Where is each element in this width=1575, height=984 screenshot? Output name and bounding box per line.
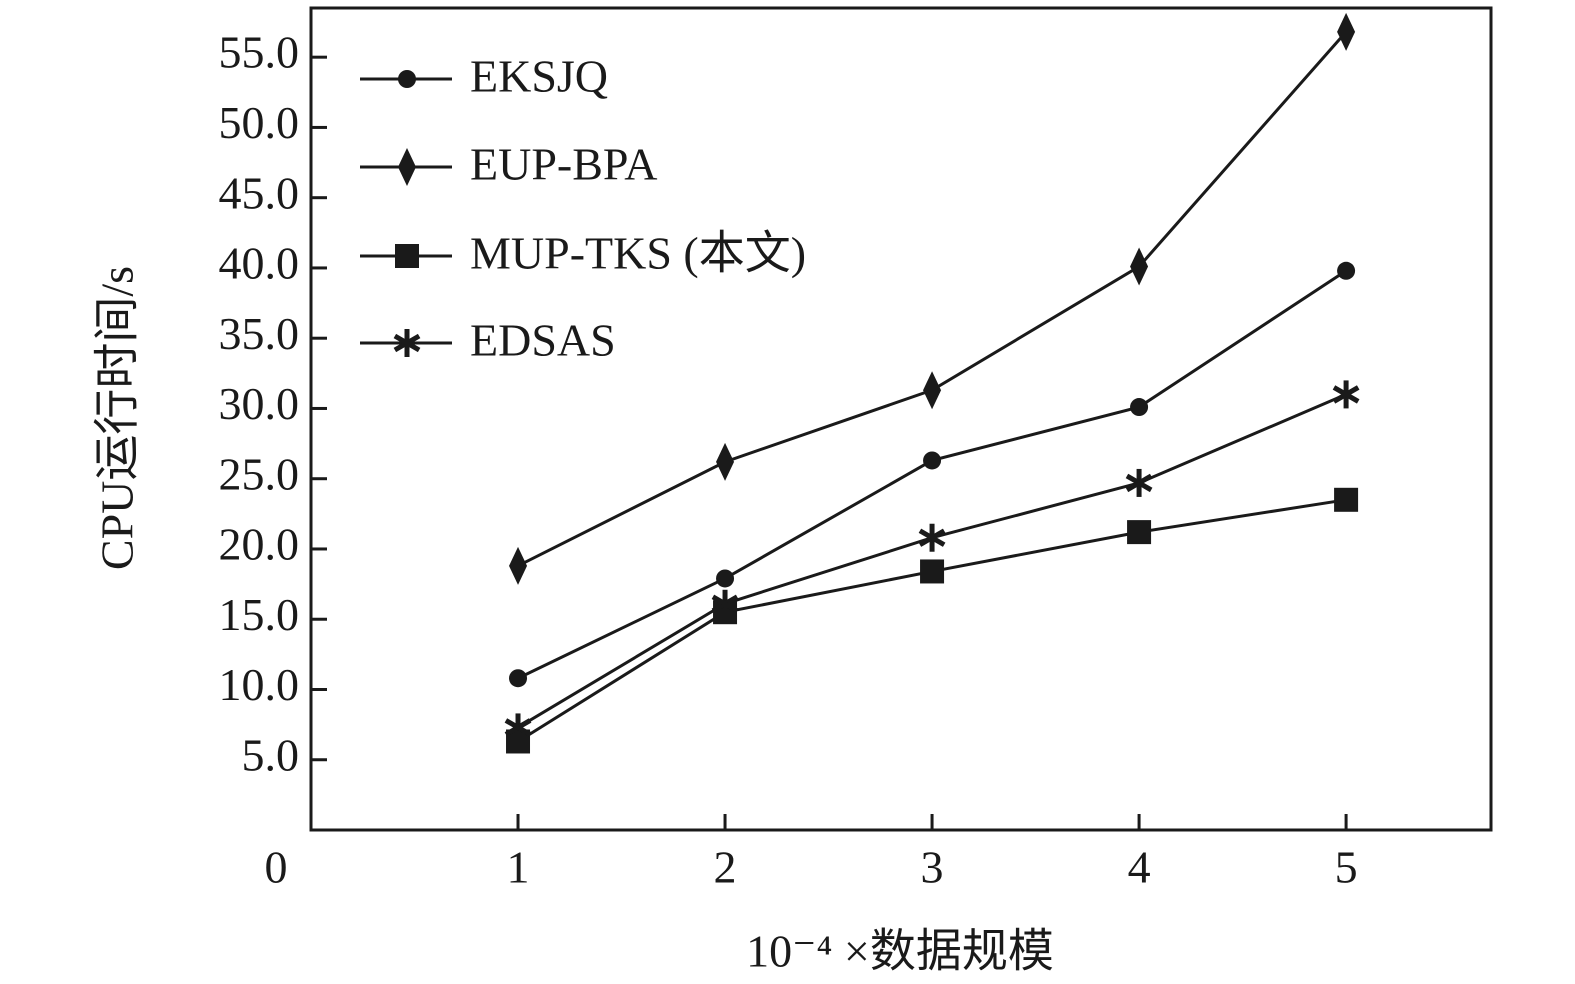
legend-label: EUP-BPA: [470, 139, 657, 190]
y-tick-label: 35.0: [219, 308, 300, 359]
legend-item: EUP-BPA: [360, 139, 657, 190]
marker-circle: [923, 451, 942, 470]
x-axis: 1 2 3 4 5: [507, 814, 1358, 893]
x-tick-label: 4: [1128, 842, 1151, 893]
marker-square: [395, 244, 419, 268]
y-axis: 5.0 10.0 15.0 20.0 25.0 30.0 35.0 40.0 45.0 50.0 5…: [219, 27, 327, 780]
marker-diamond: [1130, 247, 1149, 286]
star-stroke: [1332, 385, 1360, 404]
marker-circle: [1130, 398, 1149, 417]
x-tick-label: 5: [1335, 842, 1358, 893]
legend-label: EKSJQ: [470, 51, 608, 102]
origin-label: 0: [265, 842, 288, 893]
y-tick-label: 30.0: [219, 378, 300, 429]
marker-star: [1125, 468, 1153, 497]
star-stroke: [918, 528, 946, 547]
marker-circle: [398, 70, 416, 88]
marker-square: [920, 559, 945, 584]
marker-diamond: [509, 546, 528, 585]
series-layer: [504, 12, 1360, 754]
x-axis-title: 10⁻⁴ ×数据规模: [746, 926, 1054, 977]
marker-star: [1332, 380, 1360, 409]
marker-circle: [509, 669, 528, 688]
marker-star: [393, 329, 421, 357]
star-stroke: [1125, 473, 1153, 493]
y-axis-title: CPU运行时间/s: [92, 266, 143, 570]
y-tick-label: 20.0: [219, 519, 300, 570]
legend-item: EDSAS: [360, 315, 616, 366]
x-tick-label: 2: [714, 842, 737, 893]
y-tick-label: 40.0: [219, 238, 300, 289]
series-diamond: [509, 12, 1356, 585]
x-tick-label: 1: [507, 842, 530, 893]
series-line: [517, 269, 1347, 680]
marker-diamond: [1337, 12, 1356, 51]
legend: EKSJQ EUP-BPA MUP-TKS (本文) EDSAS: [360, 51, 806, 366]
marker-square: [1334, 487, 1359, 512]
y-tick-label: 10.0: [219, 659, 300, 710]
marker-square: [1127, 520, 1152, 545]
y-tick-label: 45.0: [219, 167, 300, 218]
legend-item: EKSJQ: [360, 51, 608, 102]
star-stroke: [504, 718, 532, 737]
marker-circle: [716, 569, 735, 588]
series-circle: [509, 261, 1356, 688]
star-stroke: [711, 594, 739, 613]
series-star: [504, 380, 1360, 742]
legend-label: EDSAS: [470, 315, 616, 366]
y-tick-label: 5.0: [242, 729, 300, 780]
marker-diamond: [923, 371, 942, 410]
marker-star: [711, 589, 739, 618]
plot-frame: [309, 6, 1493, 832]
y-tick-label: 50.0: [219, 97, 300, 148]
marker-diamond: [716, 442, 735, 481]
legend-label: MUP-TKS (本文): [470, 228, 806, 279]
legend-item: MUP-TKS (本文): [360, 228, 806, 279]
y-tick-label: 15.0: [219, 589, 300, 640]
series-square: [506, 487, 1359, 754]
marker-star: [504, 713, 532, 742]
x-tick-label: 3: [921, 842, 944, 893]
y-tick-label: 25.0: [219, 448, 300, 499]
marker-star: [918, 523, 946, 552]
marker-circle: [1337, 261, 1356, 280]
series-line: [517, 30, 1348, 568]
y-tick-label: 55.0: [219, 27, 300, 78]
marker-diamond: [398, 148, 416, 186]
star-stroke: [393, 333, 421, 353]
